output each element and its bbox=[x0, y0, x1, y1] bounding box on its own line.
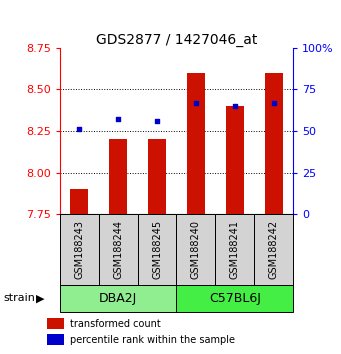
Point bbox=[193, 100, 199, 105]
Text: C57BL6J: C57BL6J bbox=[209, 292, 261, 305]
Text: GSM188242: GSM188242 bbox=[269, 220, 279, 279]
Bar bbox=[137, 214, 177, 285]
Point bbox=[154, 118, 160, 124]
Text: percentile rank within the sample: percentile rank within the sample bbox=[70, 335, 235, 345]
Point bbox=[232, 103, 238, 109]
Point bbox=[271, 100, 277, 105]
Text: DBA2J: DBA2J bbox=[99, 292, 137, 305]
Bar bbox=[109, 139, 127, 214]
Bar bbox=[47, 334, 64, 346]
Bar bbox=[254, 214, 293, 285]
Bar bbox=[226, 106, 243, 214]
Text: GSM188244: GSM188244 bbox=[113, 220, 123, 279]
Text: GSM188245: GSM188245 bbox=[152, 220, 162, 279]
Bar bbox=[265, 73, 283, 214]
Bar bbox=[60, 214, 99, 285]
Text: GSM188243: GSM188243 bbox=[74, 220, 84, 279]
Bar bbox=[177, 214, 216, 285]
Point bbox=[115, 116, 121, 122]
Bar bbox=[148, 139, 166, 214]
Bar bbox=[187, 73, 205, 214]
Text: ▶: ▶ bbox=[36, 293, 44, 303]
Bar bbox=[70, 189, 88, 214]
Text: GSM188240: GSM188240 bbox=[191, 220, 201, 279]
Bar bbox=[216, 214, 254, 285]
Title: GDS2877 / 1427046_at: GDS2877 / 1427046_at bbox=[96, 33, 257, 47]
Bar bbox=[60, 285, 177, 312]
Point bbox=[76, 126, 82, 132]
Bar bbox=[47, 318, 64, 329]
Bar bbox=[99, 214, 137, 285]
Bar bbox=[177, 285, 293, 312]
Text: transformed count: transformed count bbox=[70, 319, 161, 329]
Text: strain: strain bbox=[3, 293, 35, 303]
Text: GSM188241: GSM188241 bbox=[230, 220, 240, 279]
